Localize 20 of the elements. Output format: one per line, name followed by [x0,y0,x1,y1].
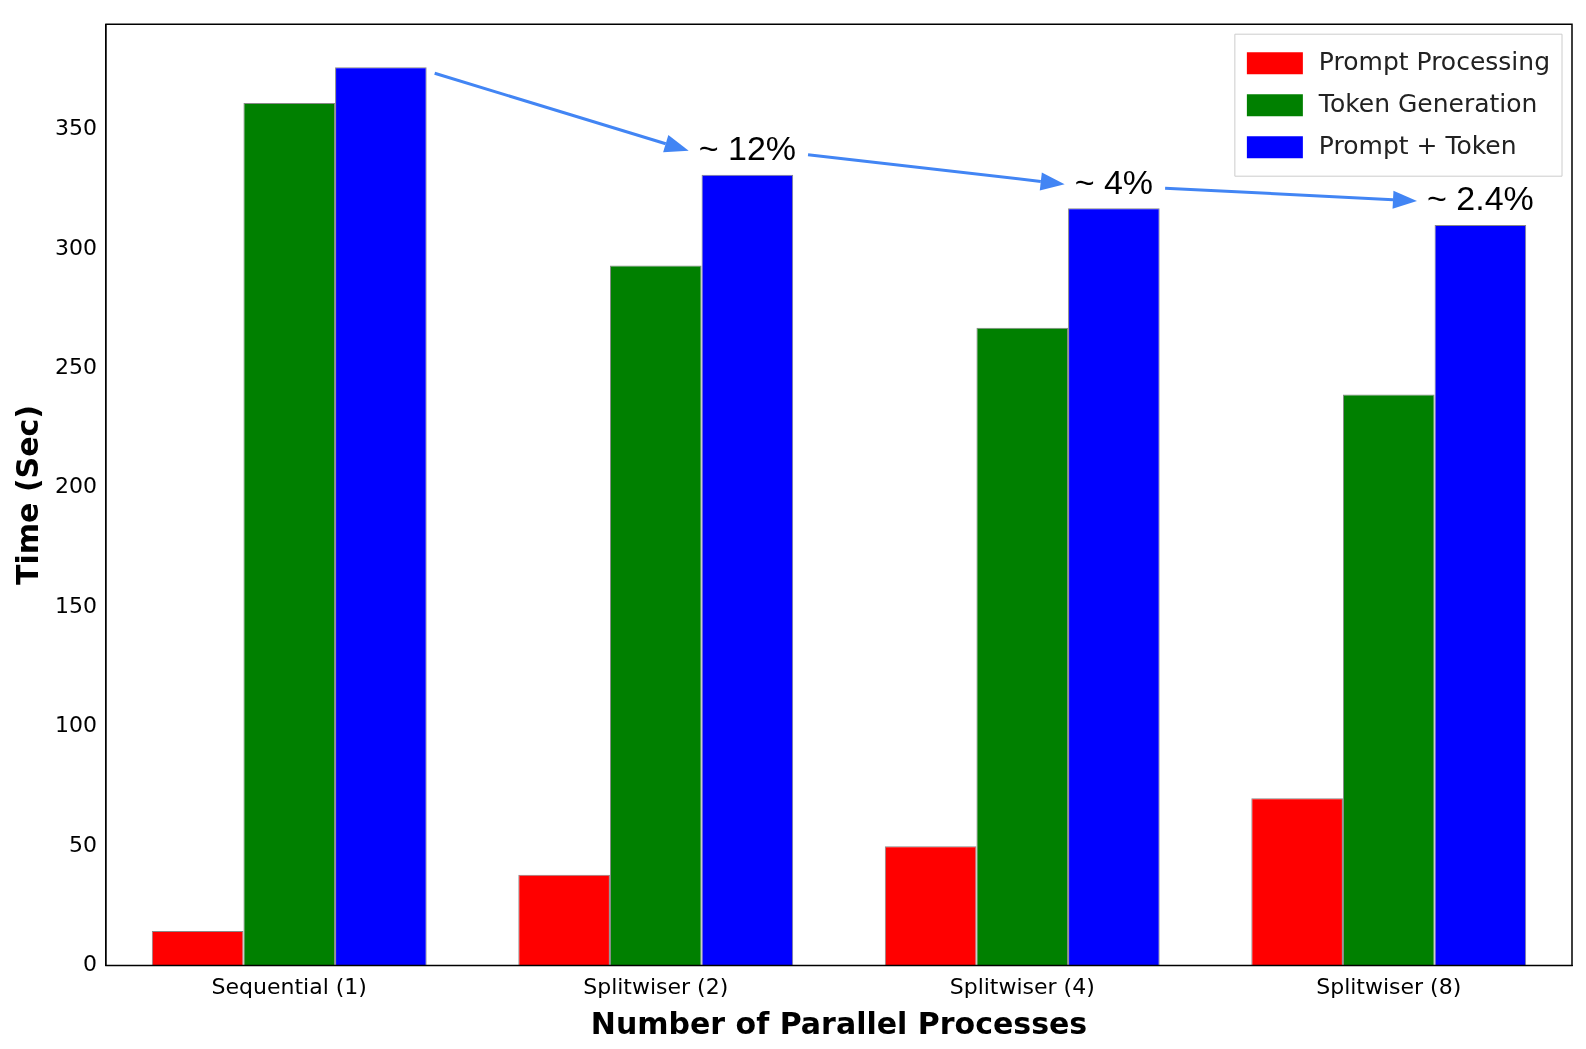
x-tick-label: Splitwiser (4) [949,973,1095,999]
annotation: ~ 2.4% [1426,179,1534,218]
y-tick-label: 200 [54,473,97,499]
x-tick-label: Sequential (1) [211,973,367,999]
legend-label: Prompt Processing [1318,46,1551,76]
y-tick-label: 100 [54,712,97,738]
legend-label: Token Generation [1317,88,1538,118]
y-tick-label: 300 [54,234,97,260]
x-axis-title: Number of Parallel Processes [590,1005,1088,1041]
legend-label: Prompt + Token [1318,130,1517,160]
y-tick-label: 50 [68,831,97,857]
y-tick-label: 150 [54,592,97,618]
y-tick-label: 0 [82,951,97,977]
y-tick-label: 350 [54,115,97,141]
x-tick-label: Splitwiser (2) [583,973,729,999]
annotation: ~ 12% [698,129,797,168]
annotation: ~ 4% [1074,162,1154,201]
y-tick-label: 250 [54,353,97,379]
x-tick-label: Splitwiser (8) [1316,973,1462,999]
y-axis-title: Time (Sec) [9,404,45,585]
